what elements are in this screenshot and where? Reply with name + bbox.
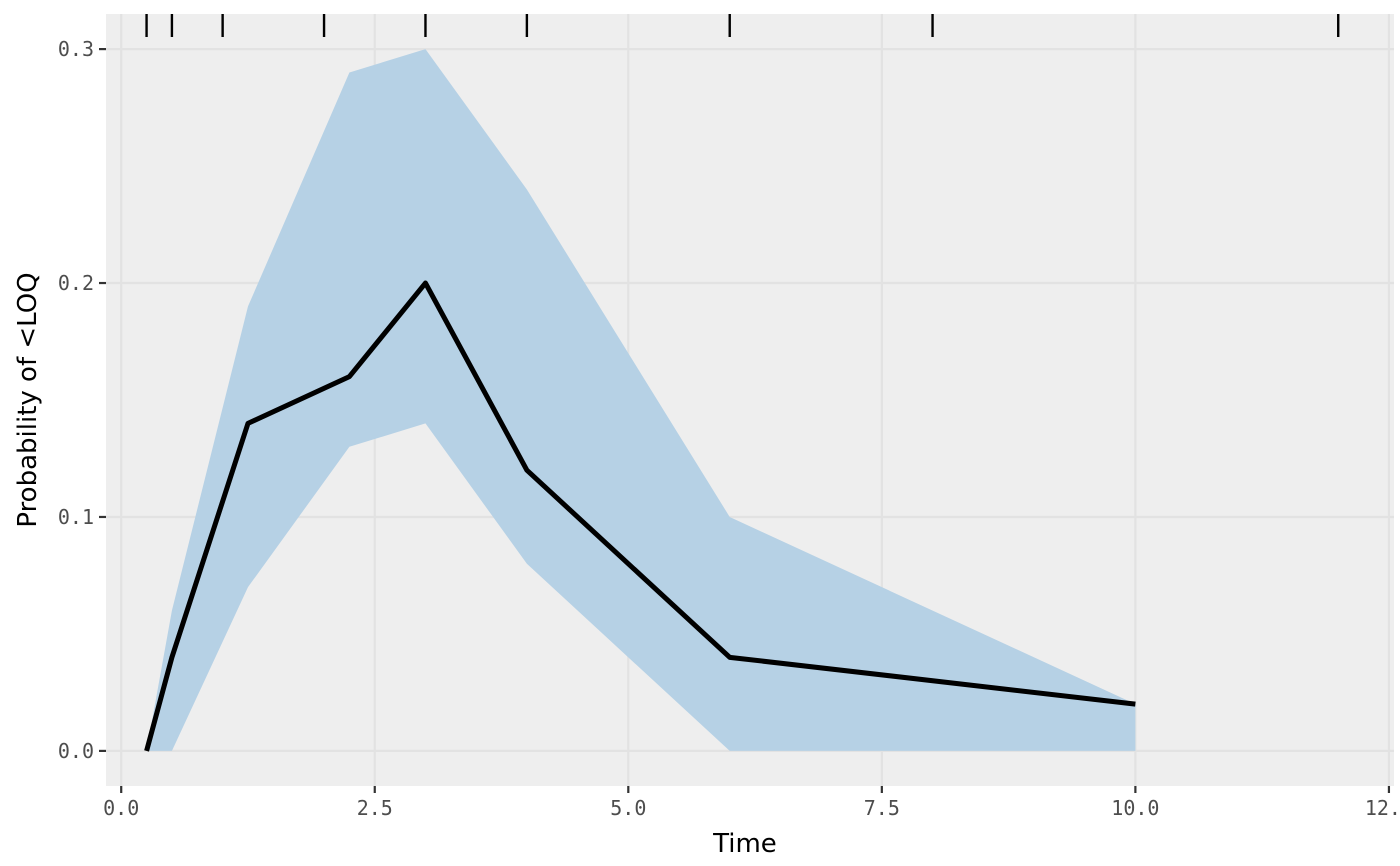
rug-marks [145, 14, 1340, 37]
x-tick-label: 5.0 [610, 796, 646, 820]
x-tick-label: 2.5 [357, 796, 393, 820]
y-tick-label: 0.1 [58, 505, 94, 529]
y-tick-label: 0.3 [58, 37, 94, 61]
x-tick-label: 7.5 [864, 796, 900, 820]
y-axis: 0.0 0.1 0.2 0.3 [58, 37, 106, 763]
x-tick-label: 12.5 [1365, 796, 1400, 820]
y-tick-label: 0.2 [58, 271, 94, 295]
x-axis-title: Time [712, 829, 777, 859]
confidence-ribbon [146, 49, 1136, 751]
series-line [144, 280, 1136, 752]
x-tick-label: 0.0 [103, 796, 139, 820]
y-axis-title: Probability of <LOQ [13, 272, 43, 527]
x-axis: 0.0 2.5 5.0 7.5 10.0 12.5 [103, 786, 1400, 820]
y-tick-label: 0.0 [58, 739, 94, 763]
x-tick-label: 10.0 [1111, 796, 1159, 820]
